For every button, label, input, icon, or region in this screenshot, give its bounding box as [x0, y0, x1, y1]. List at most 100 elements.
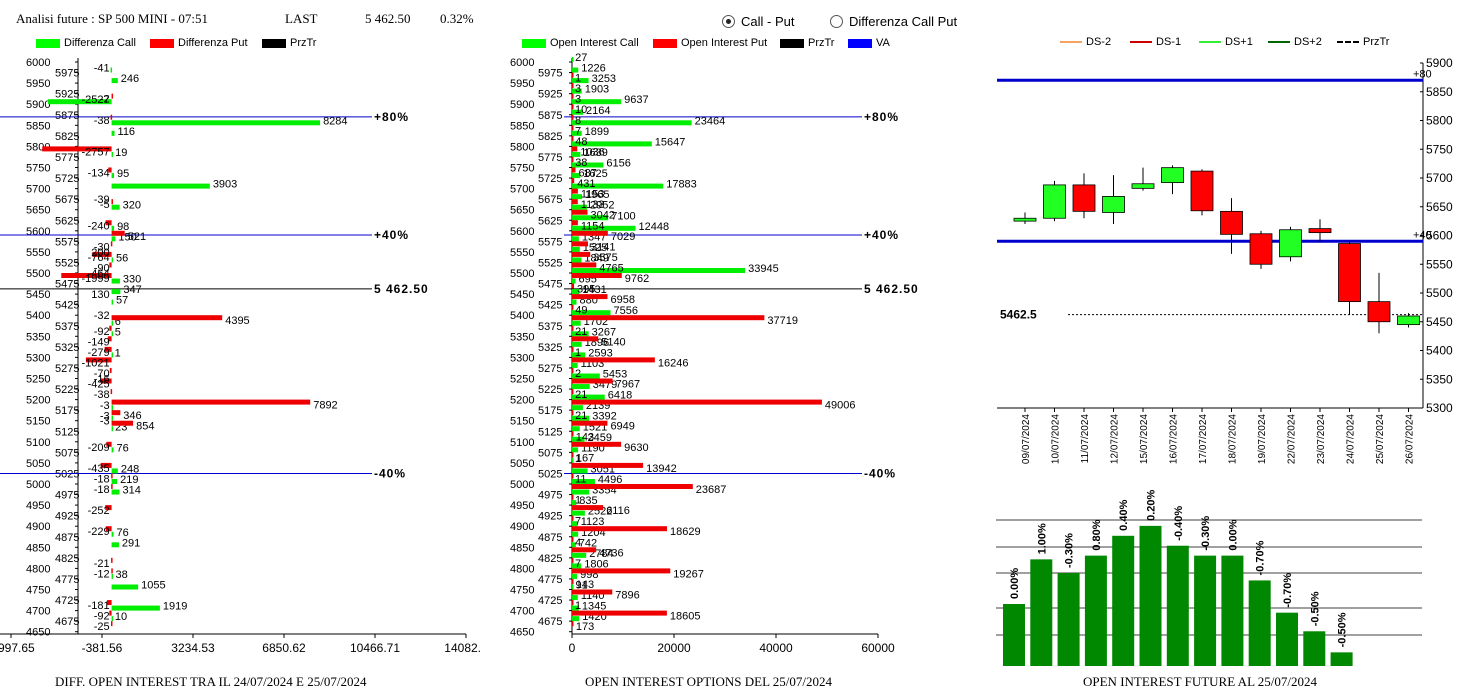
- put-value-label: -229: [88, 526, 110, 538]
- call-bar: [572, 236, 579, 242]
- radio-differenza-call-put[interactable]: Differenza Call Put: [830, 14, 957, 29]
- strike-label: 5225: [55, 384, 79, 396]
- put-bar: [572, 220, 578, 226]
- put-bar: [572, 167, 576, 173]
- strike-label: 4700: [510, 606, 534, 618]
- put-bar: [42, 146, 112, 152]
- last-value: 5 462.50: [365, 11, 411, 26]
- call-bar: [572, 67, 579, 73]
- put-value-label: 48: [575, 136, 587, 148]
- strike-label: 5425: [538, 300, 562, 312]
- strike-label: 5100: [510, 437, 534, 449]
- call-bar: [111, 426, 114, 432]
- x-tick-label: 60000: [861, 641, 895, 655]
- call-bar: [572, 362, 578, 368]
- put-value-label: -435: [88, 463, 110, 475]
- put-value-label: 1133: [581, 199, 605, 211]
- call-value-label: 1055: [141, 580, 165, 592]
- strike-label: 5475: [55, 279, 79, 291]
- call-bar: [572, 552, 587, 558]
- put-bar: [572, 114, 574, 120]
- put-value-label: -70: [94, 368, 110, 380]
- strike-label: 5175: [55, 405, 79, 417]
- put-value-label: 7: [575, 516, 581, 528]
- legend-ds-plus1: DS+1: [1199, 36, 1253, 48]
- radio-circle-selected[interactable]: [722, 15, 735, 28]
- call-bar: [111, 183, 210, 189]
- strike-label: 5750: [26, 163, 50, 175]
- strike-label: 4675: [538, 616, 562, 628]
- call-value-label: 1806: [584, 558, 608, 570]
- call-value-label: 742: [579, 537, 597, 549]
- put-bar: [572, 230, 608, 236]
- call-bar: [572, 130, 582, 136]
- put-bar: [572, 251, 591, 257]
- call-bar: [572, 246, 580, 252]
- strike-label: 5000: [26, 479, 50, 491]
- radio-call-put[interactable]: Call - Put: [722, 14, 794, 29]
- y-tick-label: 5450: [1426, 315, 1453, 329]
- call-bar: [572, 215, 609, 221]
- strike-label: 5475: [538, 279, 562, 291]
- call-bar: [572, 605, 579, 611]
- oi-bar: [1139, 525, 1162, 666]
- oi-bar-label: 0.00%: [1227, 519, 1239, 550]
- put-bar: [111, 473, 113, 479]
- call-value-label: 1431: [582, 284, 606, 296]
- put-bar: [572, 178, 575, 184]
- legend-oi-put: Open Interest Put: [653, 37, 767, 49]
- call-bar: [572, 225, 636, 231]
- call-bar: [111, 584, 139, 590]
- put-value-label: -38: [94, 115, 110, 127]
- strike-label: 5225: [538, 384, 562, 396]
- put-value-label: -1999: [81, 273, 109, 285]
- put-value-label: 346: [123, 410, 141, 422]
- call-value-label: 2459: [588, 432, 612, 444]
- oi-bar-label: -0.40%: [1173, 506, 1185, 541]
- put-bar: [572, 125, 574, 131]
- call-bar: [111, 405, 114, 411]
- put-value-label: 19267: [673, 568, 704, 580]
- call-value-label: 3267: [592, 326, 616, 338]
- strike-label: 5700: [510, 184, 534, 196]
- strike-label: 4675: [55, 616, 79, 628]
- call-bar: [111, 573, 114, 579]
- y-tick-label: 5500: [1426, 286, 1453, 300]
- call-value-label: 23464: [695, 115, 726, 127]
- call-bar: [572, 194, 583, 200]
- strike-label: 4800: [26, 563, 50, 575]
- strike-label: 5050: [26, 458, 50, 470]
- strike-label: 5875: [538, 110, 562, 122]
- put-value-label: -92: [94, 611, 110, 623]
- put-bar: [107, 600, 112, 606]
- strike-label: 5675: [538, 194, 562, 206]
- put-bar: [572, 568, 671, 574]
- put-value-label: -181: [88, 600, 110, 612]
- put-value-label: -764: [88, 252, 110, 264]
- call-bar: [111, 225, 115, 231]
- call-bar: [572, 141, 652, 147]
- call-bar: [572, 331, 589, 337]
- call-bar: [111, 479, 118, 484]
- call-value-label: 1123: [581, 516, 605, 528]
- call-bar: [111, 447, 114, 453]
- put-bar: [572, 420, 608, 426]
- strike-label: 5600: [510, 226, 534, 238]
- call-value-label: 91: [575, 580, 587, 592]
- put-bar: [106, 441, 112, 447]
- put-bar: [111, 420, 134, 426]
- put-bar: [572, 431, 574, 437]
- call-value-label: 10: [115, 611, 127, 623]
- put-bar: [111, 484, 113, 489]
- strike-label: 4650: [510, 627, 534, 639]
- put-bar: [105, 220, 112, 226]
- legend-line: [1130, 41, 1152, 43]
- call-value-label: 1965: [585, 189, 609, 201]
- call-bar: [572, 489, 590, 495]
- legend-przt-3: PrzTr: [1337, 36, 1389, 48]
- put-bar: [107, 336, 112, 342]
- radio-circle[interactable]: [830, 15, 843, 28]
- put-value-label: 5140: [601, 336, 625, 348]
- strike-label: 5850: [510, 120, 534, 132]
- call-bar: [572, 457, 574, 463]
